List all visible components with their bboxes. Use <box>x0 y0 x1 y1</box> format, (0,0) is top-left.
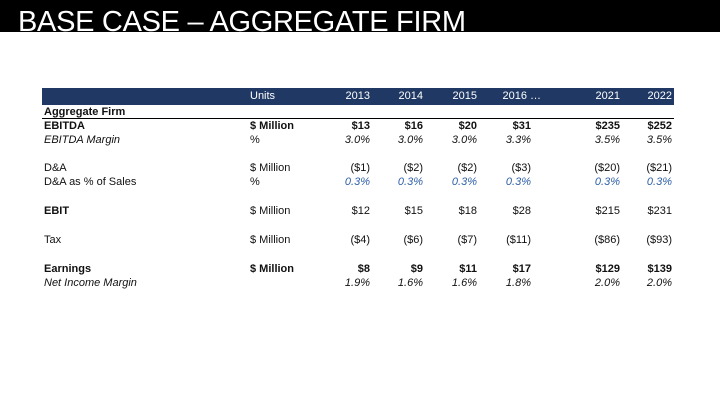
section-row: Aggregate Firm <box>42 105 674 119</box>
row-value: 2.0% <box>646 277 672 289</box>
row-value: ($7) <box>457 234 477 246</box>
row-value: 0.3% <box>646 176 672 188</box>
row-unit: $ Million <box>250 263 294 275</box>
row-label: Tax <box>44 234 62 246</box>
row-value: 1.9% <box>344 277 370 289</box>
row-value: $9 <box>410 263 423 275</box>
header-year: 2015 <box>452 90 477 102</box>
row-value: $12 <box>351 205 370 217</box>
table-row: EBIT $ Million $12 $15 $18 $28 $215 $231 <box>42 204 674 218</box>
table-row: D&A as % of Sales% 0.3% 0.3% 0.3% 0.3% 0.3% 0.… <box>42 175 674 189</box>
row-value: $15 <box>404 205 423 217</box>
row-label: D&A <box>44 162 67 174</box>
row-value: $139 <box>647 263 672 275</box>
section-rule <box>42 118 674 119</box>
row-value: ($20) <box>594 162 620 174</box>
row-value: ($6) <box>403 234 423 246</box>
row-value: $235 <box>595 120 620 132</box>
table-row: Earnings $ Million $8 $9 $11 $17 $129 $139 <box>42 262 674 276</box>
header-year: 2014 <box>398 90 423 102</box>
row-value: ($4) <box>350 234 370 246</box>
row-value: $17 <box>512 263 531 275</box>
row-value: $28 <box>512 205 531 217</box>
row-value: 2.0% <box>594 277 620 289</box>
table-header: Units 2013 2014 2015 2016 … 2021 2022 <box>42 88 674 105</box>
row-value: $231 <box>647 205 672 217</box>
row-value: ($3) <box>511 162 531 174</box>
row-value: 1.6% <box>451 277 477 289</box>
row-value: 3.0% <box>344 134 370 146</box>
row-label: EBITDA Margin <box>44 134 121 146</box>
row-unit: $ Million <box>250 234 291 246</box>
row-label: Earnings <box>44 263 92 275</box>
table-row: Tax $ Million ($4) ($6) ($7) ($11) ($86) ($93) <box>42 233 674 247</box>
row-value: 3.5% <box>594 134 620 146</box>
row-value: $31 <box>512 120 531 132</box>
header-year: 2022 <box>647 90 672 102</box>
row-value: 1.6% <box>397 277 423 289</box>
row-value: $8 <box>357 263 370 275</box>
row-value: ($86) <box>594 234 620 246</box>
row-value: $11 <box>459 263 477 275</box>
row-value: ($21) <box>646 162 672 174</box>
table-row: Net Income Margin 1.9% 1.6% 1.6% 1.8% 2.0% 2.0… <box>42 276 674 290</box>
row-unit: $ Million <box>250 120 294 132</box>
row-label: EBIT <box>44 205 70 217</box>
row-value: 0.3% <box>594 176 620 188</box>
row-value: ($2) <box>403 162 423 174</box>
header-year: 2016 … <box>502 90 541 102</box>
row-unit: % <box>250 134 260 146</box>
table-row: EBITDA Margin% 3.0% 3.0% 3.0% 3.3% 3.5% 3.5% <box>42 133 674 147</box>
table-row: D&A $ Million ($1) ($2) ($2) ($3) ($20) ($21) <box>42 161 674 175</box>
row-value: $16 <box>404 120 423 132</box>
row-value: 0.3% <box>397 176 423 188</box>
row-value: ($93) <box>646 234 672 246</box>
title-bar: BASE CASE – AGGREGATE FIRM <box>0 0 720 32</box>
row-value: $13 <box>351 120 370 132</box>
row-label: EBITDA <box>44 120 85 132</box>
row-value: 3.0% <box>451 134 477 146</box>
row-value: ($11) <box>506 234 531 246</box>
row-value: 3.3% <box>505 134 531 146</box>
row-unit: % <box>250 176 260 188</box>
table-row: EBITDA $ Million $13 $16 $20 $31 $235 $252 <box>42 119 674 133</box>
row-value: 3.0% <box>397 134 423 146</box>
row-value: 0.3% <box>505 176 531 188</box>
row-value: 0.3% <box>344 176 370 188</box>
page-title: BASE CASE – AGGREGATE FIRM <box>18 6 466 32</box>
row-value: $215 <box>595 205 620 217</box>
header-units: Units <box>250 90 276 102</box>
row-value: $129 <box>595 263 620 275</box>
row-value: 1.8% <box>505 277 531 289</box>
section-label: Aggregate Firm <box>44 106 126 118</box>
row-value: $20 <box>458 120 477 132</box>
row-value: 3.5% <box>646 134 672 146</box>
row-label: D&A as % of Sales <box>44 176 137 188</box>
row-value: ($1) <box>350 162 370 174</box>
row-unit: $ Million <box>250 205 291 217</box>
header-year: 2013 <box>345 90 370 102</box>
row-value: $252 <box>647 120 672 132</box>
header-year: 2021 <box>595 90 620 102</box>
row-value: 0.3% <box>451 176 477 188</box>
row-unit: $ Million <box>250 162 291 174</box>
row-label: Net Income Margin <box>44 277 137 289</box>
row-value: $18 <box>458 205 477 217</box>
row-value: ($2) <box>457 162 477 174</box>
